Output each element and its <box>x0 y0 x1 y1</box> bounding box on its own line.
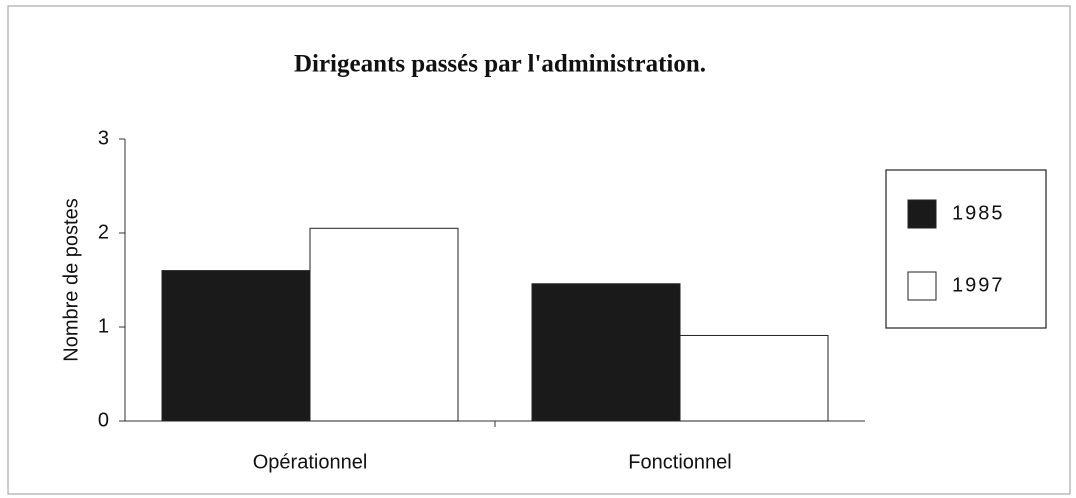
bar <box>161 270 311 422</box>
bar <box>679 334 829 422</box>
legend-swatch <box>907 199 937 229</box>
y-tick-label: 3 <box>98 127 109 149</box>
legend-box <box>885 169 1047 329</box>
frame <box>7 5 1071 495</box>
legend-label: 1985 <box>952 202 1005 224</box>
legend-label: 1997 <box>952 274 1005 296</box>
y-tick-label: 1 <box>98 315 109 337</box>
legend-swatch <box>907 271 937 301</box>
y-tick-label: 0 <box>98 409 109 431</box>
x-tick-label: Fonctionnel <box>628 451 731 473</box>
x-tick-label: Opérationnel <box>253 451 368 473</box>
y-axis-label: Nombre de postes <box>60 198 82 361</box>
chart-title: Dirigeants passés par l'administration. <box>294 51 706 78</box>
bar <box>309 227 459 422</box>
y-tick-label: 2 <box>98 221 109 243</box>
bar <box>531 283 681 422</box>
